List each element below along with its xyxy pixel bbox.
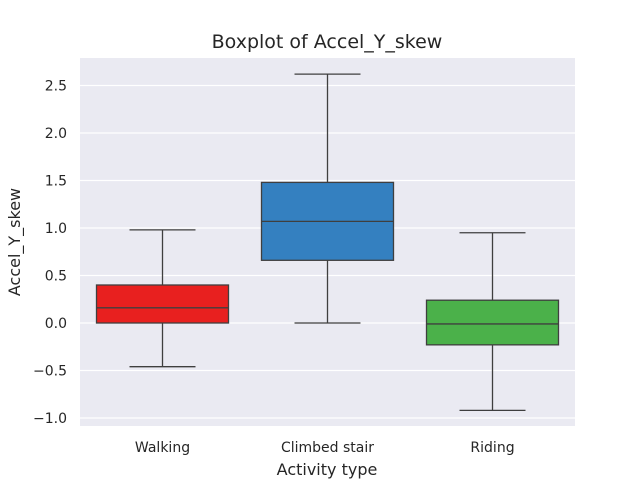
y-tick-label: 2.0	[45, 126, 67, 142]
chart-title: Boxplot of Accel_Y_skew	[212, 31, 443, 53]
y-axis-label: Accel_Y_skew	[5, 188, 25, 296]
box-3-iqr	[425, 299, 560, 346]
y-tick-label: −0.5	[33, 364, 67, 380]
y-tick-labels: −1.0 −0.5 0.0 0.5 1.0 1.5 2.0 2.5	[33, 79, 67, 428]
x-tick-label: Climbed stair	[281, 440, 374, 456]
x-axis-label: Activity type	[277, 460, 378, 479]
box-1-iqr	[95, 284, 230, 324]
y-tick-label: 0.5	[45, 269, 67, 285]
x-tick-label: Riding	[470, 440, 514, 456]
y-tick-label: 0.0	[45, 316, 67, 332]
y-tick-label: 1.5	[45, 174, 67, 190]
x-tick-label: Walking	[135, 440, 190, 456]
y-tick-label: 2.5	[45, 79, 67, 95]
x-tick-labels: Walking Climbed stair Riding	[135, 440, 515, 456]
y-tick-label: −1.0	[33, 411, 67, 427]
boxes-group	[95, 73, 560, 412]
y-tick-label: 1.0	[45, 221, 67, 237]
